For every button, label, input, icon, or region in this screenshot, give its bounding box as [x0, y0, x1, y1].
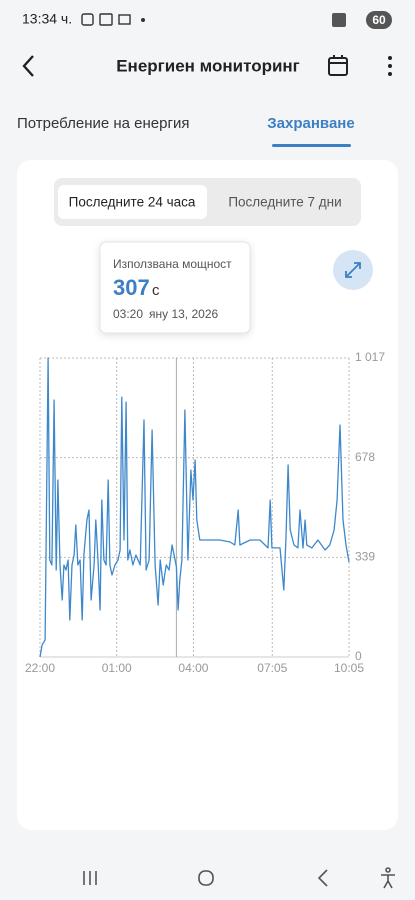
range-option[interactable]: Последните 7 дни	[228, 195, 341, 210]
tooltip-label: Използвана мощност	[113, 257, 232, 271]
status-time: 13:34 ч.	[22, 11, 72, 27]
expand-icon	[345, 262, 361, 278]
y-tick-label: 1 017	[355, 350, 385, 364]
tooltip-value: 307	[113, 275, 150, 300]
x-tick-label: 10:05	[334, 661, 364, 675]
y-tick-label: 339	[355, 550, 375, 564]
header-title: Енергиен мониторинг	[116, 56, 300, 75]
x-tick-label: 04:00	[178, 661, 208, 675]
tooltip-time: 03:20	[113, 307, 143, 321]
tab-indicator	[272, 144, 351, 147]
range-label: Последните 24 часа	[69, 195, 196, 210]
menu-button[interactable]	[388, 56, 392, 76]
x-tick-label: 22:00	[25, 661, 55, 675]
status-icons	[81, 13, 131, 26]
tab-active[interactable]: Захранване	[267, 115, 354, 132]
y-tick-label: 678	[355, 450, 375, 464]
back-button[interactable]	[22, 55, 34, 77]
y-tick-label: 0	[355, 649, 362, 663]
range-option-active[interactable]	[58, 185, 207, 219]
tooltip	[99, 241, 251, 334]
x-tick-label: 01:00	[102, 661, 132, 675]
tooltip-unit: с	[152, 282, 160, 299]
battery	[366, 11, 392, 29]
signal-icon	[332, 13, 346, 27]
x-tick-label: 07:05	[257, 661, 287, 675]
calendar-button[interactable]	[328, 55, 348, 76]
nav-bar	[83, 867, 395, 889]
data-line	[39, 357, 350, 658]
battery-level: 60	[372, 13, 386, 27]
tooltip-date: яну 13, 2026	[149, 307, 218, 321]
status-dot	[141, 18, 145, 22]
chart: 0 339 678 1 017 22:00 01:00 04:00 07:05 10:05	[25, 350, 385, 675]
tab[interactable]: Потребление на енергия	[17, 115, 189, 132]
